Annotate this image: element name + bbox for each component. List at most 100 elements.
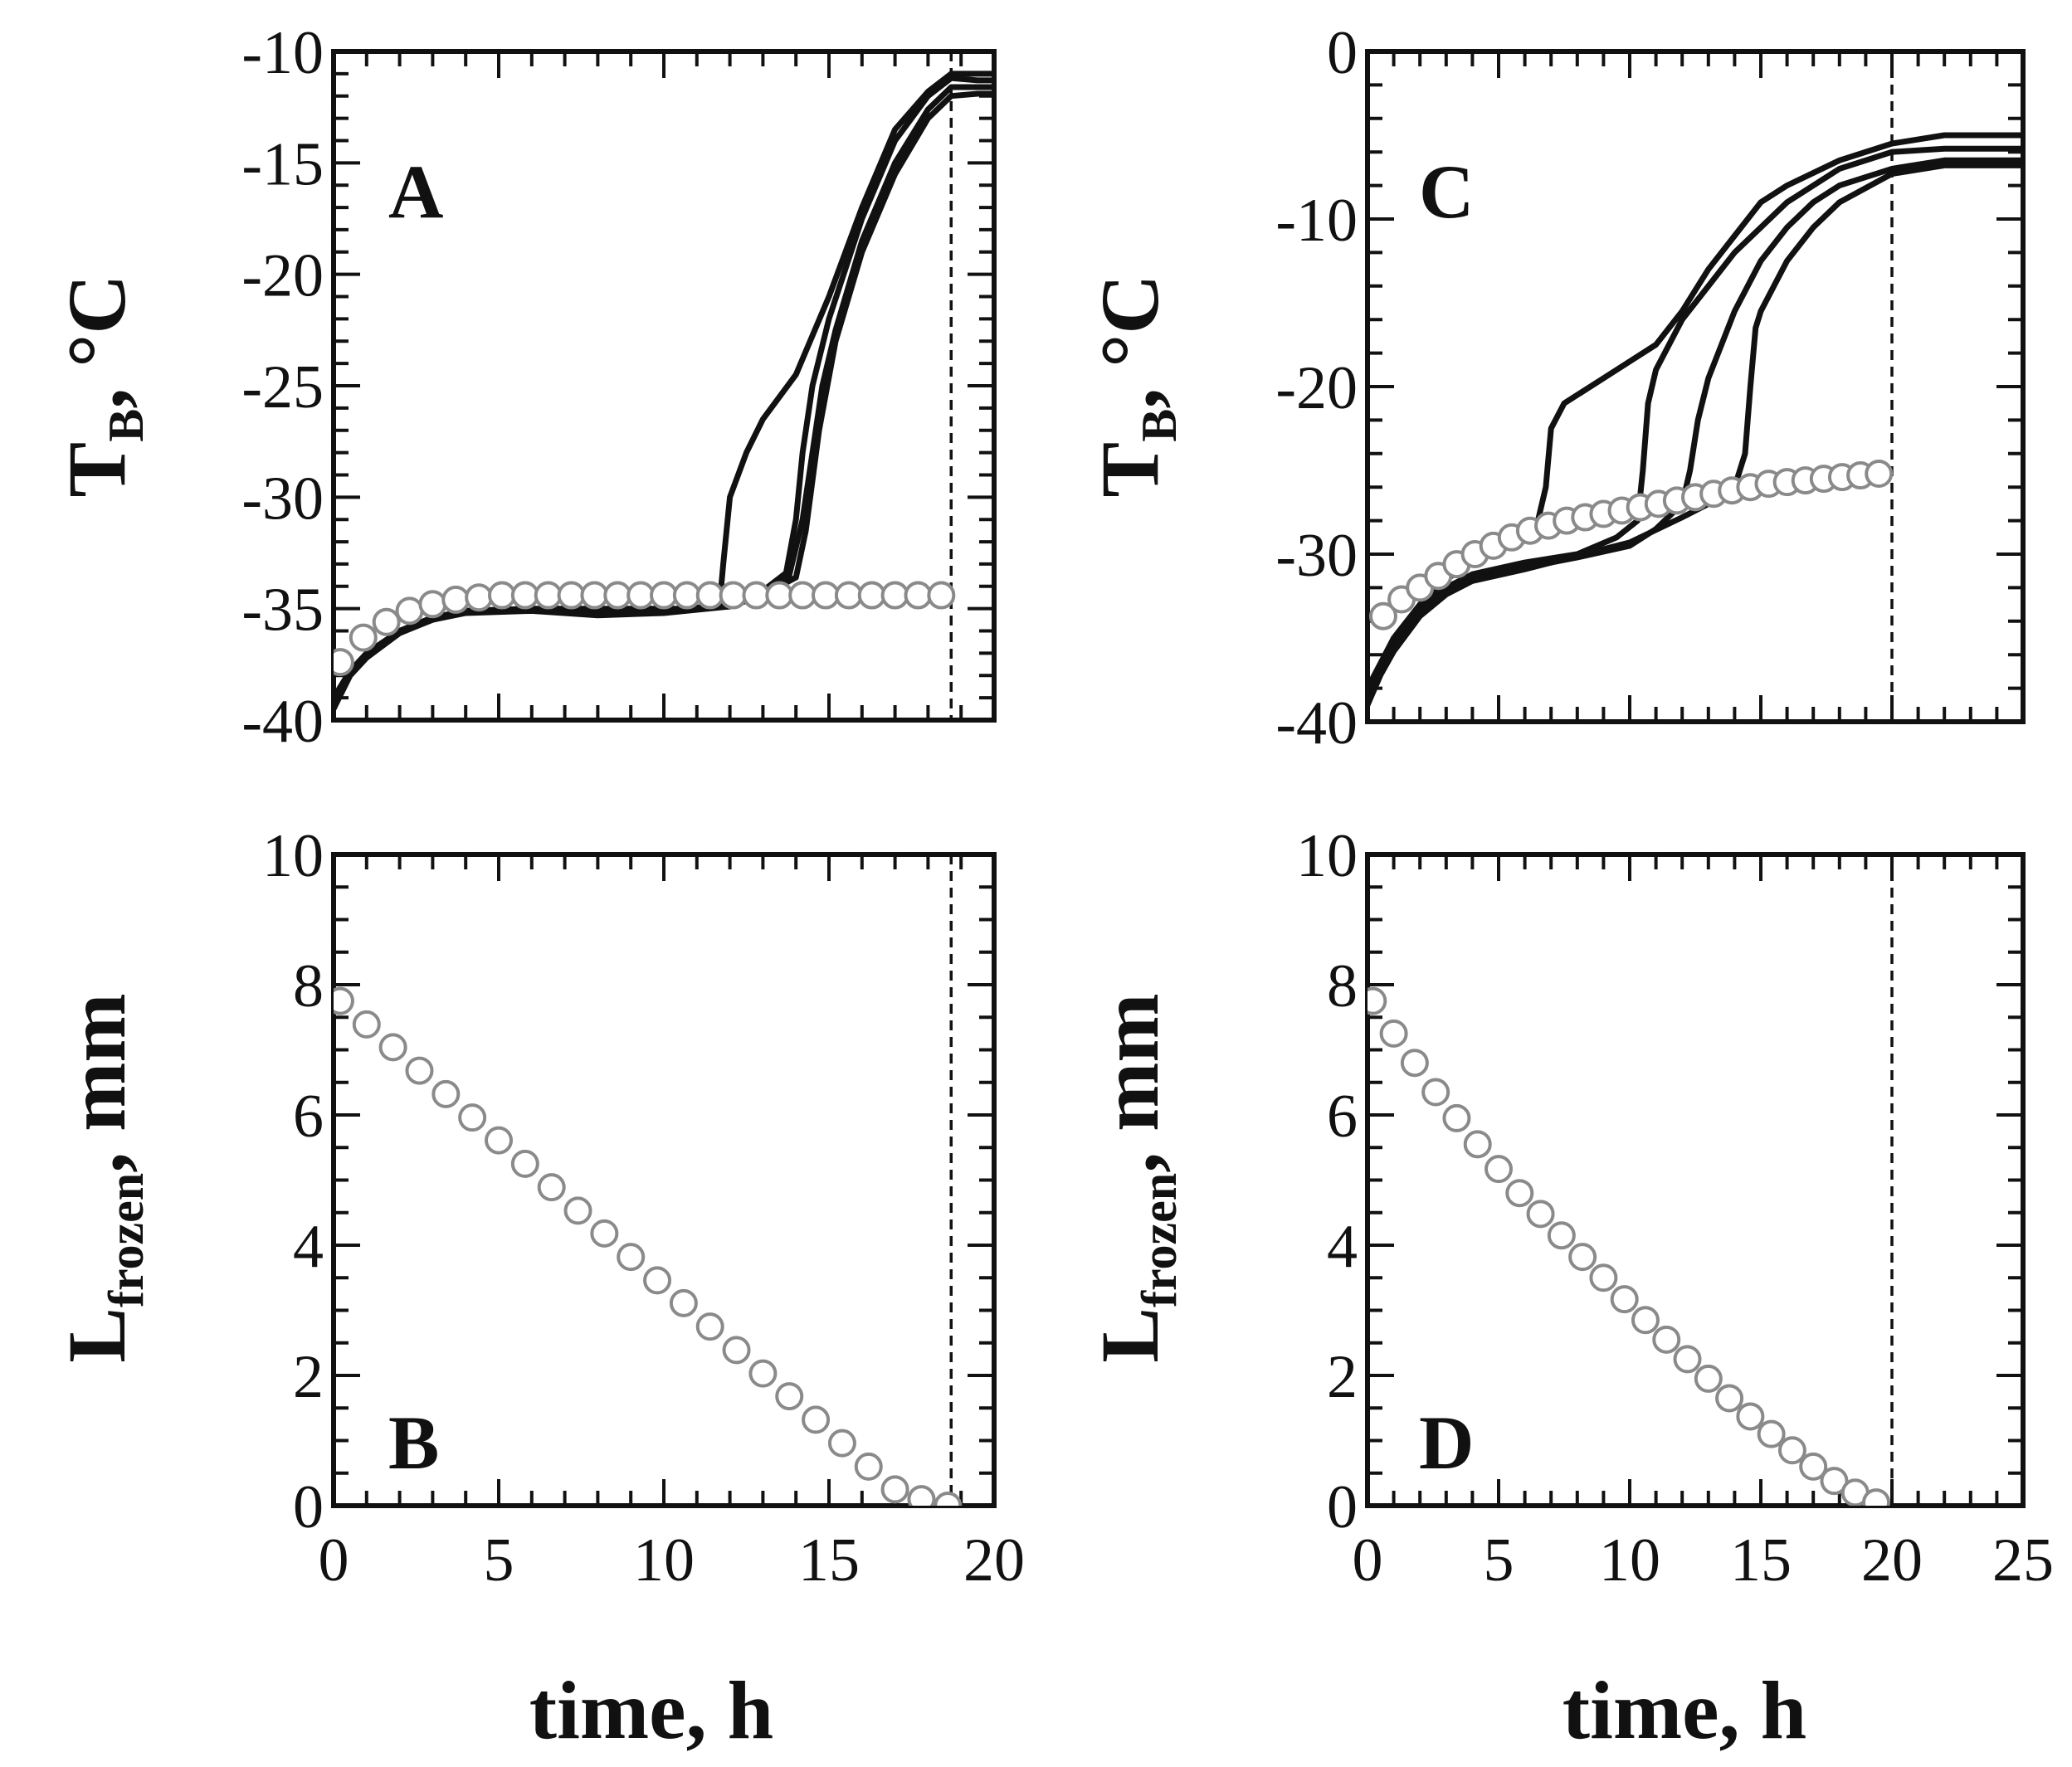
- panel-c-y-axis-title-suffix: , °C: [1084, 275, 1176, 409]
- panel-a-letter: A: [388, 149, 443, 234]
- panel-d-marker-model: [1526, 1200, 1555, 1229]
- panel-a-marker-model: [927, 581, 956, 610]
- panel-a-y-tick-label: -30: [241, 465, 324, 533]
- panel-d-marker-model: [1652, 1325, 1681, 1354]
- panel-a-marker-model: [880, 581, 909, 610]
- panel-d-marker-model: [1631, 1306, 1660, 1335]
- panel-a-marker-model: [765, 581, 794, 610]
- panel-d-marker-model: [1442, 1103, 1471, 1132]
- panel-b-series-group: [334, 986, 963, 1506]
- panel-d-marker-model: [1862, 1488, 1891, 1506]
- panel-a-marker-model: [534, 581, 563, 610]
- panel-d-marker-model: [1485, 1155, 1513, 1184]
- panel-a-marker-model: [487, 581, 516, 610]
- panel-a-marker-model: [557, 581, 586, 610]
- panel-d-letter: D: [1419, 1400, 1474, 1485]
- panel-d-marker-model: [1463, 1130, 1492, 1159]
- panel-a-marker-model: [834, 581, 863, 610]
- panel-d-y-tick-label: 0: [1327, 1473, 1358, 1541]
- panel-a-y-tick-label: -20: [241, 242, 324, 310]
- panel-d-y-tick-label: 8: [1327, 952, 1358, 1020]
- panel-b-marker-model: [458, 1103, 487, 1132]
- panel-a-y-axis-title-main: T: [51, 442, 143, 498]
- panel-a-marker-model: [580, 581, 609, 610]
- panel-b-marker-model: [431, 1079, 461, 1108]
- panel-a-y-tick-label: -40: [241, 688, 324, 756]
- panel-b-x-tick-label: 20: [963, 1526, 1025, 1594]
- panel-b-x-tick-label: 15: [798, 1526, 860, 1594]
- panel-b-marker-model: [802, 1405, 831, 1434]
- panel-d-x-tick-label: 10: [1599, 1526, 1660, 1594]
- panel-b-marker-model: [510, 1149, 539, 1178]
- panel-c-y-tick-label: -10: [1275, 187, 1358, 255]
- panel-b-y-axis-title-main: L: [51, 1307, 143, 1363]
- panel-d-marker-model: [1820, 1467, 1849, 1496]
- panel-b-x-tick-label: 10: [633, 1526, 695, 1594]
- panel-d-marker-model: [1673, 1345, 1702, 1374]
- panel-a-marker-model: [441, 585, 470, 614]
- x-axis-title-right: time, h: [1563, 1664, 1806, 1756]
- panel-b-marker-model: [880, 1475, 909, 1504]
- panel-b-marker-model: [334, 986, 354, 1015]
- panel-d-marker-model: [1568, 1243, 1597, 1272]
- panel-b-marker-model: [775, 1382, 804, 1411]
- panel-d-x-tick-label: 25: [1992, 1526, 2054, 1594]
- panel-a-marker-model: [465, 583, 494, 612]
- panel-d-marker-model: [1547, 1221, 1576, 1250]
- panel-b-marker-model: [748, 1359, 778, 1388]
- panel-d-marker-model: [1505, 1179, 1534, 1208]
- panel-b-letter: B: [388, 1400, 439, 1485]
- panel-b-marker-model: [827, 1429, 856, 1458]
- panel-a-marker-model: [349, 623, 378, 652]
- panel-b-marker-model: [590, 1219, 619, 1248]
- panel-a: -40 -35 -30 -25 -20 -15 -10 A TB, °C: [51, 19, 997, 756]
- panel-b-y-tick-label: 0: [293, 1473, 324, 1541]
- panel-d-marker-model: [1379, 1019, 1408, 1048]
- panel-a-marker-model: [626, 581, 656, 610]
- panel-d-marker-model: [1694, 1364, 1723, 1393]
- panel-d-marker-model: [1421, 1078, 1450, 1107]
- panel-d-x-tick-label: 5: [1484, 1526, 1514, 1594]
- panel-a-y-axis-title-suffix: , °C: [51, 275, 143, 409]
- panel-b-marker-model: [907, 1485, 936, 1506]
- panel-d-marker-model: [1715, 1384, 1744, 1413]
- panel-b-x-tick-label: 0: [319, 1526, 349, 1594]
- panel-a-y-tick-label: -25: [241, 353, 324, 421]
- panel-a-y-axis-title: TB, °C: [51, 275, 154, 498]
- panel-d-marker-model: [1610, 1285, 1639, 1314]
- panel-c-y-tick-label: -20: [1275, 354, 1358, 422]
- panel-a-series-group: [334, 71, 994, 713]
- panel-c-y-tick-label: -30: [1275, 522, 1358, 590]
- panel-d-series-group: [1368, 986, 1891, 1506]
- panel-a-marker-model: [904, 581, 933, 610]
- panel-b-marker-model: [934, 1492, 963, 1506]
- panel-c-marker-model: [1368, 601, 1397, 630]
- panel-a-y-axis-title-subscript: B: [99, 409, 154, 442]
- panel-c-y-axis-title-subscript: B: [1132, 409, 1187, 442]
- panel-d-x-tick-label: 20: [1861, 1526, 1923, 1594]
- panel-d-x-tick-label: 15: [1730, 1526, 1792, 1594]
- panel-d-marker-model: [1736, 1402, 1765, 1431]
- panel-a-y-tick-label: -35: [241, 577, 324, 645]
- panel-d-marker-model: [1368, 986, 1387, 1015]
- panel-b-marker-model: [643, 1266, 672, 1295]
- panel-a-marker-model: [418, 590, 447, 619]
- panel-d-y-axis-title-subscript: frozen: [1132, 1173, 1187, 1307]
- panel-c: -40 -30 -20 -10 0C TB, °C: [1084, 19, 2026, 757]
- panel-b-y-tick-label: 6: [293, 1083, 324, 1151]
- panel-b-y-axis-title: Lfrozen, mm: [51, 993, 154, 1362]
- panel-a-marker-model: [395, 596, 424, 626]
- panel-b: 0 2 4 6 8 10 0 5 10 15 20 B Lfrozen, mm: [51, 822, 1025, 1594]
- panel-d-y-tick-label: 6: [1327, 1083, 1358, 1151]
- panel-d-marker-model: [1777, 1436, 1806, 1465]
- panel-d: 0 2 4 6 8 10 0 5 10 15 20 25 D Lfrozen, mm: [1084, 822, 2054, 1594]
- panel-b-marker-model: [405, 1056, 434, 1085]
- panel-d-marker-model: [1589, 1263, 1618, 1292]
- x-axis-title-left: time, h: [529, 1664, 773, 1756]
- panel-b-y-tick-label: 10: [262, 822, 324, 890]
- panel-b-marker-model: [352, 1010, 381, 1039]
- panel-d-marker-model: [1757, 1419, 1786, 1448]
- panel-c-series-group: [1368, 132, 2023, 708]
- panel-b-y-tick-label: 2: [293, 1343, 324, 1411]
